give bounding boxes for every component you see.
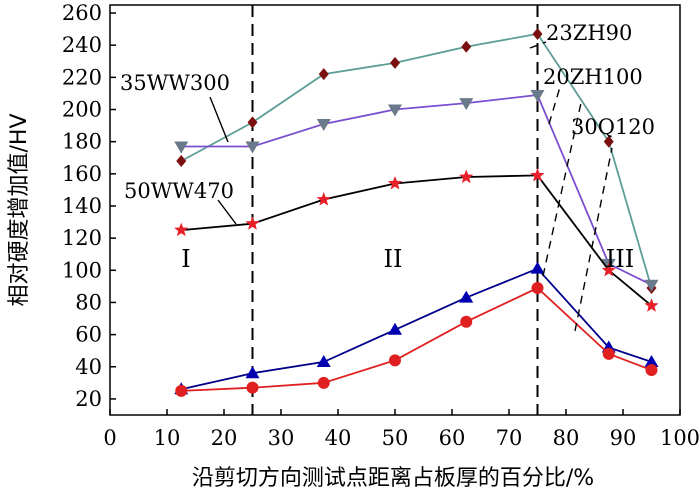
data-point-30q120 bbox=[531, 281, 544, 294]
data-point-23zh90 bbox=[603, 135, 614, 148]
data-point-50ww470 bbox=[459, 169, 474, 184]
x-tick-label: 40 bbox=[325, 426, 352, 450]
data-point-20zh100 bbox=[388, 104, 402, 117]
x-axis: 0 10 20 30 40 50 60 70 80 90 100 bbox=[103, 409, 700, 450]
x-tick-label: 80 bbox=[553, 426, 580, 450]
x-tick-label: 100 bbox=[660, 426, 700, 450]
data-point-23zh90 bbox=[318, 68, 329, 81]
series-30q120 bbox=[175, 281, 658, 397]
region-label-1: I bbox=[181, 245, 190, 273]
data-point-30q120 bbox=[317, 376, 330, 389]
data-point-23zh90 bbox=[247, 116, 258, 129]
y-axis: 20 40 60 80 100 120 140 160 180 200 220 240 260 bbox=[62, 1, 116, 411]
data-point-50ww470 bbox=[174, 222, 189, 237]
annotation-50ww470: 50WW470 bbox=[124, 179, 234, 203]
data-point-30q120 bbox=[645, 363, 658, 376]
y-tick-label: 60 bbox=[75, 323, 102, 347]
annotation-35ww300: 35WW300 bbox=[120, 71, 230, 95]
y-tick-label: 100 bbox=[62, 258, 102, 282]
annotation-leaders bbox=[209, 41, 613, 332]
x-tick-label: 70 bbox=[496, 426, 523, 450]
data-point-30q120 bbox=[602, 347, 615, 360]
leader-20zh100-b bbox=[542, 102, 582, 277]
y-tick-label: 220 bbox=[62, 65, 102, 89]
x-tick-label: 30 bbox=[268, 426, 295, 450]
series-line-50ww470 bbox=[181, 174, 653, 307]
x-tick-label: 90 bbox=[610, 426, 637, 450]
y-axis-title: 相对硬度增加值/HV bbox=[7, 113, 32, 306]
data-point-50ww470 bbox=[316, 192, 331, 206]
data-point-23zh90 bbox=[461, 40, 472, 53]
x-tick-label: 60 bbox=[439, 426, 466, 450]
series-layer bbox=[174, 27, 659, 397]
data-point-20zh100 bbox=[245, 141, 260, 154]
leader-30q120 bbox=[574, 147, 613, 332]
leader-23zh90 bbox=[529, 41, 547, 49]
data-point-23zh90 bbox=[532, 27, 543, 40]
data-point-20zh100 bbox=[459, 98, 474, 111]
data-point-30q120 bbox=[175, 384, 188, 397]
data-point-20zh100 bbox=[316, 118, 331, 131]
y-tick-label: 160 bbox=[62, 162, 102, 186]
data-point-30q120 bbox=[246, 381, 259, 394]
leader-20zh100 bbox=[548, 86, 561, 125]
y-tick-label: 40 bbox=[75, 355, 102, 379]
series-line-35ww300 bbox=[181, 267, 652, 391]
x-axis-title: 沿剪切方向测试点距离占板厚的百分比/% bbox=[192, 466, 594, 491]
data-point-50ww470 bbox=[644, 298, 659, 312]
y-tick-label: 260 bbox=[62, 1, 102, 25]
annotation-20zh100: 20ZH100 bbox=[543, 65, 643, 89]
series-35ww300 bbox=[174, 261, 659, 395]
series-23zh90 bbox=[176, 27, 657, 294]
annotation-30q120: 30Q120 bbox=[571, 115, 655, 139]
data-point-50ww470 bbox=[601, 262, 616, 277]
data-point-20zh100 bbox=[644, 279, 659, 292]
series-50ww470 bbox=[174, 167, 659, 312]
series-line-23zh90 bbox=[180, 32, 653, 289]
y-tick-label: 80 bbox=[75, 290, 102, 314]
data-point-50ww470 bbox=[530, 167, 545, 182]
data-point-20zh100 bbox=[530, 90, 545, 103]
data-point-35ww300 bbox=[644, 354, 659, 367]
leader-35ww300 bbox=[209, 96, 229, 143]
data-point-30q120 bbox=[389, 354, 401, 367]
data-point-35ww300 bbox=[459, 290, 474, 303]
x-tick-label: 10 bbox=[154, 426, 181, 450]
data-point-23zh90 bbox=[390, 56, 400, 69]
data-point-20zh100 bbox=[174, 141, 189, 154]
data-point-35ww300 bbox=[388, 322, 402, 335]
series-line-30q120 bbox=[181, 286, 652, 392]
x-tick-label: 50 bbox=[382, 426, 409, 450]
data-point-35ww300 bbox=[245, 366, 260, 379]
y-tick-label: 240 bbox=[62, 33, 102, 57]
data-point-35ww300 bbox=[316, 354, 331, 367]
data-point-50ww470 bbox=[387, 175, 403, 190]
data-point-50ww470 bbox=[245, 216, 260, 230]
region-label-3: III bbox=[606, 245, 634, 273]
series-line-20zh100 bbox=[181, 94, 652, 286]
y-tick-label: 180 bbox=[62, 130, 102, 154]
data-point-30q120 bbox=[460, 315, 473, 328]
data-point-35ww300 bbox=[530, 261, 545, 274]
leader-50ww470 bbox=[217, 199, 237, 225]
x-tick-label: 20 bbox=[211, 426, 238, 450]
y-tick-label: 140 bbox=[62, 194, 102, 218]
x-tick-label: 0 bbox=[103, 426, 116, 450]
data-point-23zh90 bbox=[176, 154, 187, 167]
region-label-2: II bbox=[384, 245, 403, 273]
y-tick-label: 20 bbox=[75, 387, 102, 411]
y-tick-label: 200 bbox=[62, 98, 102, 122]
annotation-23zh90: 23ZH90 bbox=[546, 21, 632, 45]
y-tick-label: 120 bbox=[62, 226, 102, 250]
